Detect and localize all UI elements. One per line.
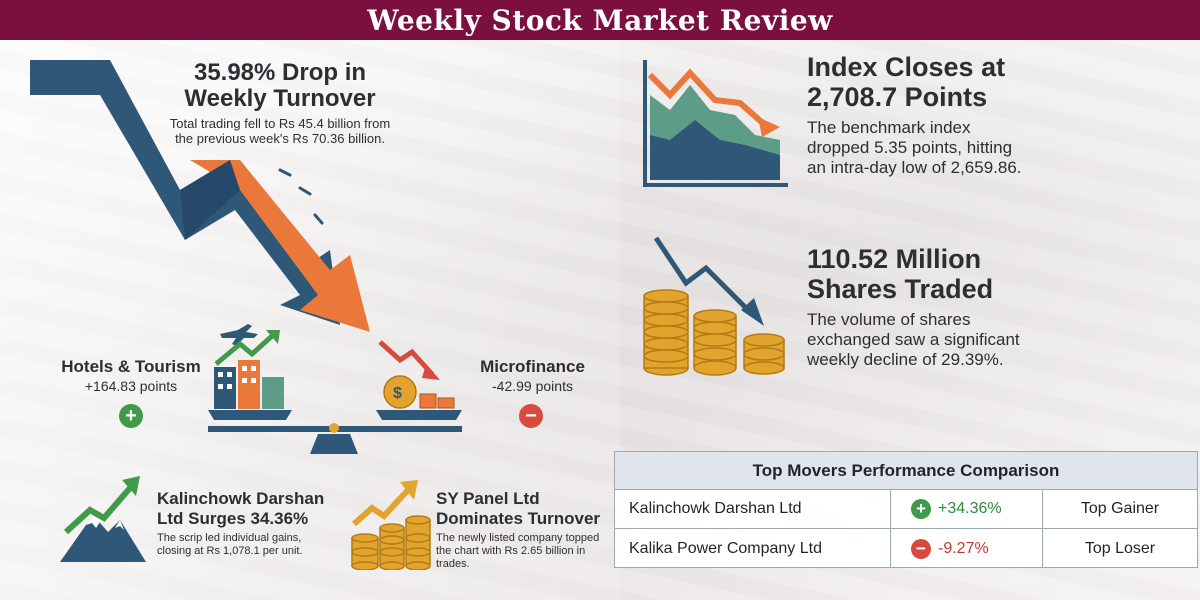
sypanel-block: SY Panel Ltd Dominates Turnover The newl… (436, 489, 616, 571)
shares-headline-2: Shares Traded (807, 274, 994, 304)
plus-icon: + (119, 404, 143, 428)
shares-desc-1: The volume of shares (807, 310, 971, 329)
sector-gainer-name: Hotels & Tourism (61, 357, 201, 376)
change-value: +34.36% (938, 500, 1002, 517)
svg-text:$: $ (393, 385, 402, 402)
turnover-block: 35.98% Drop in Weekly Turnover Total tra… (140, 59, 420, 147)
minus-icon: − (911, 538, 931, 559)
area-chart-icon (643, 60, 788, 187)
index-desc-3: an intra-day low of 2,659.86. (807, 158, 1022, 177)
sypanel-desc-3: trades. (436, 558, 470, 570)
table-row: Kalinchowk Darshan Ltd + +34.36% Top Gai… (615, 490, 1197, 529)
sypanel-headline-2: Dominates Turnover (436, 509, 601, 528)
kalinchowk-headline-1: Kalinchowk Darshan (157, 489, 325, 508)
turnover-desc-1: Total trading fell to Rs 45.4 billion fr… (169, 116, 391, 131)
kalinchowk-desc-1: The scrip led individual gains, (157, 532, 302, 544)
falling-arrow-icon (30, 60, 370, 332)
mountain-arrow-icon (60, 476, 146, 562)
sector-gainer: Hotels & Tourism +164.83 points (56, 357, 206, 394)
coin-stack-icon (643, 236, 785, 376)
kalinchowk-desc-2: closing at Rs 1,078.1 per unit. (157, 545, 303, 557)
table-title: Top Movers Performance Comparison (615, 452, 1197, 490)
kalinchowk-headline-2: Ltd Surges 34.36% (157, 509, 309, 528)
minus-icon: − (519, 404, 543, 428)
table-row: Kalika Power Company Ltd − -9.27% Top Lo… (615, 529, 1197, 568)
sector-gainer-points: +164.83 points (84, 378, 178, 394)
turnover-headline-2: Weekly Turnover (184, 85, 376, 112)
index-headline-2: 2,708.7 Points (807, 82, 988, 112)
page-title: Weekly Stock Market Review (367, 3, 833, 37)
gold-coins-arrow-icon (351, 480, 431, 570)
company-cell: Kalika Power Company Ltd (615, 529, 891, 568)
change-cell: − -9.27% (891, 529, 1043, 568)
shares-desc-2: exchanged saw a significant (807, 330, 1020, 349)
sector-loser: Microfinance -42.99 points (470, 357, 595, 394)
change-cell: + +34.36% (891, 490, 1043, 528)
shares-headline-1: 110.52 Million (807, 244, 982, 274)
sypanel-desc-1: The newly listed company topped (436, 532, 600, 544)
role-cell: Top Gainer (1080, 500, 1160, 517)
index-desc-2: dropped 5.35 points, hitting (807, 138, 1013, 157)
airplane-icon (220, 324, 258, 346)
index-block: Index Closes at 2,708.7 Points The bench… (807, 52, 1067, 178)
shares-desc-3: weekly decline of 29.39%. (807, 350, 1004, 369)
change-value: -9.27% (938, 539, 989, 557)
sypanel-desc-2: the chart with Rs 2.65 billion in (436, 545, 586, 557)
balance-scale-icon: $ (208, 324, 462, 454)
index-headline-1: Index Closes at (807, 52, 1006, 82)
plus-icon: + (911, 499, 931, 519)
title-bar: Weekly Stock Market Review (0, 0, 1200, 40)
sypanel-headline-1: SY Panel Ltd (436, 489, 540, 508)
sector-loser-points: -42.99 points (492, 378, 573, 394)
turnover-headline-1: 35.98% Drop in (193, 59, 367, 86)
role-cell: Top Loser (1084, 539, 1156, 557)
top-movers-table: Top Movers Performance Comparison Kalinc… (614, 451, 1198, 568)
company-cell: Kalinchowk Darshan Ltd (615, 490, 891, 528)
kalinchowk-block: Kalinchowk Darshan Ltd Surges 34.36% The… (157, 489, 357, 558)
money-bag-icon (383, 375, 417, 409)
turnover-desc-2: the previous week's Rs 70.36 billion. (175, 131, 385, 146)
shares-block: 110.52 Million Shares Traded The volume … (807, 244, 1067, 370)
sector-loser-name: Microfinance (480, 357, 585, 376)
index-desc-1: The benchmark index (807, 118, 971, 137)
left-overlay (0, 38, 620, 600)
